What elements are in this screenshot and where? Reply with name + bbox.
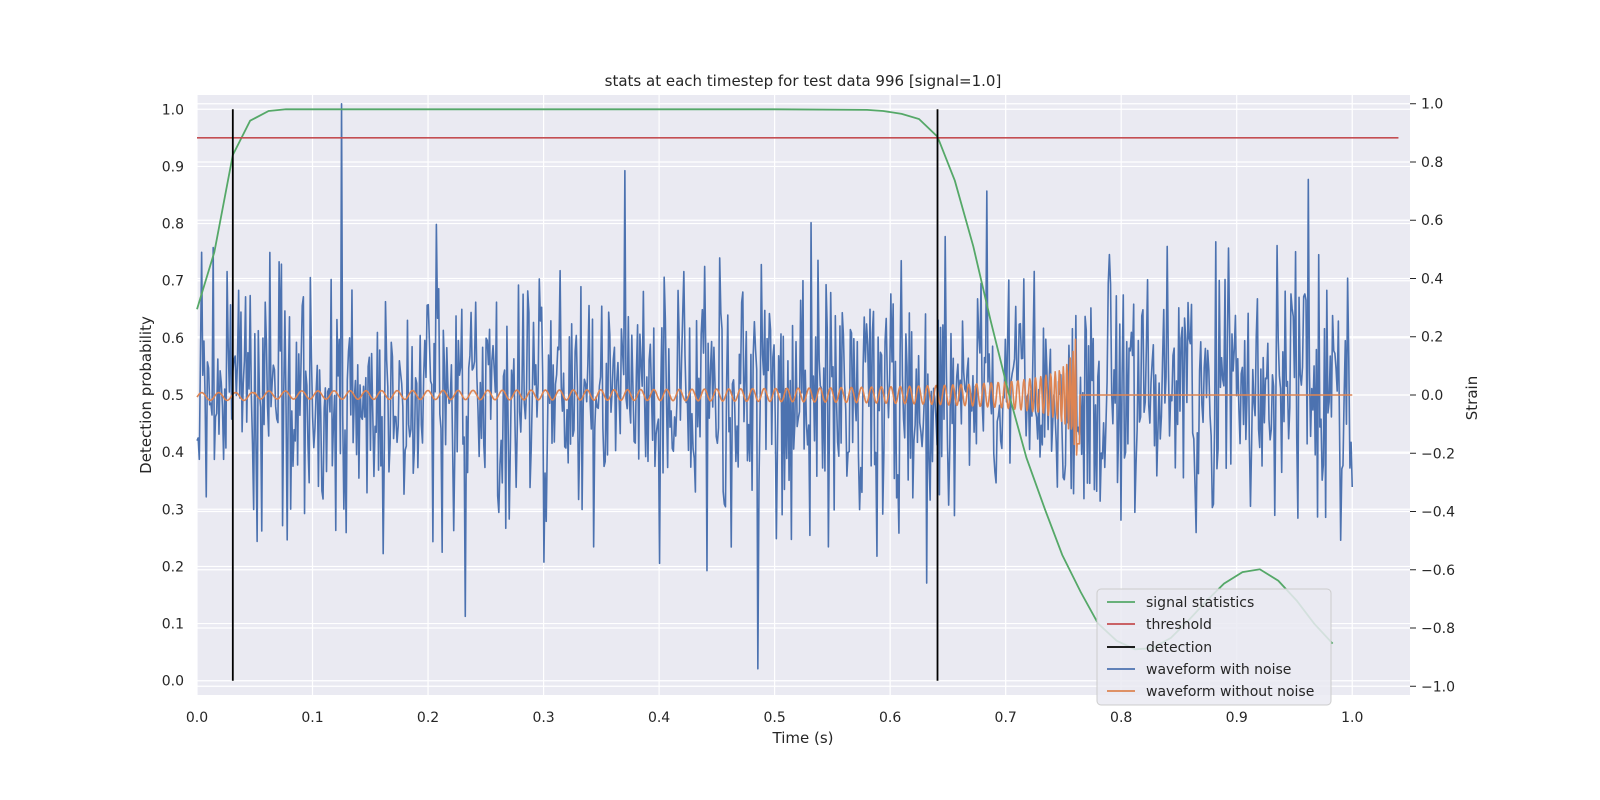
legend-label: signal statistics	[1146, 595, 1254, 611]
y-tick-label: 0.7	[162, 274, 184, 290]
y-tick-label: 0.2	[162, 559, 184, 575]
legend-item-threshold: threshold	[1107, 617, 1212, 633]
y2-tick-label: −0.6	[1421, 563, 1455, 579]
y-tick-label: 0.1	[162, 617, 184, 633]
y-ticks: 0.0 0.1 0.2 0.3 0.4 0.5 0.6 0.7 0.8 0.9 1.0	[162, 102, 184, 689]
x-tick-label: 0.6	[879, 710, 901, 726]
y2-ticks: −1.0 −0.8 −0.6 −0.4 −0.2 0.0 0.2 0.4 0.6 0.8 1.0	[1410, 97, 1455, 695]
y2-axis-label: Strain	[1463, 376, 1481, 420]
y-tick-label: 0.4	[162, 445, 184, 461]
x-tick-label: 0.1	[301, 710, 323, 726]
legend-item-detection: detection	[1107, 640, 1212, 656]
series-waveform-with-noise	[196, 102, 1354, 670]
legend-item-waveform-with-noise: waveform with noise	[1107, 662, 1291, 678]
series-waveform-without-noise	[196, 338, 1353, 456]
x-ticks: 0.0 0.1 0.2 0.3 0.4 0.5 0.6 0.7 0.8 0.9 1.0	[186, 710, 1364, 726]
chart-title: stats at each timestep for test data 996…	[605, 72, 1002, 90]
series-signal-statistics	[196, 108, 1334, 651]
y2-tick-label: 0.8	[1421, 155, 1443, 171]
x-tick-label: 0.4	[648, 710, 670, 726]
x-axis-label: Time (s)	[772, 729, 834, 747]
y2-tick-label: 1.0	[1421, 97, 1443, 113]
legend: signal statistics threshold detection wa…	[1096, 588, 1332, 706]
x-tick-label: 0.8	[1110, 710, 1132, 726]
x-tick-label: 0.5	[763, 710, 785, 726]
legend-box	[1096, 588, 1332, 706]
x-tick-label: 1.0	[1341, 710, 1363, 726]
y-tick-label: 0.5	[162, 388, 184, 404]
y2-tick-label: −0.2	[1421, 446, 1455, 462]
legend-item-waveform-without-noise: waveform without noise	[1107, 684, 1314, 700]
y-tick-label: 0.3	[162, 502, 184, 518]
y-tick-label: 1.0	[162, 102, 184, 118]
legend-label: detection	[1146, 640, 1212, 656]
legend-label: waveform without noise	[1146, 684, 1314, 700]
y2-tick-label: 0.4	[1421, 271, 1443, 287]
y2-tick-label: 0.0	[1421, 388, 1443, 404]
y2-tick-label: −0.4	[1421, 505, 1455, 521]
y2-tick-label: −0.8	[1421, 621, 1455, 637]
legend-label: threshold	[1146, 617, 1212, 633]
legend-item-signal-statistics: signal statistics	[1107, 595, 1254, 611]
x-tick-label: 0.3	[532, 710, 554, 726]
y2-tick-label: 0.6	[1421, 213, 1443, 229]
y2-tick-label: 0.2	[1421, 330, 1443, 346]
x-tick-label: 0.9	[1226, 710, 1248, 726]
y-axis-label: Detection probability	[137, 316, 155, 474]
legend-label: waveform with noise	[1146, 662, 1291, 678]
y-tick-label: 0.8	[162, 217, 184, 233]
y-tick-label: 0.9	[162, 159, 184, 175]
x-tick-label: 0.0	[186, 710, 208, 726]
y2-tick-label: −1.0	[1421, 679, 1455, 695]
plot-series	[196, 102, 1399, 681]
x-tick-label: 0.2	[417, 710, 439, 726]
x-tick-label: 0.7	[995, 710, 1017, 726]
y-tick-label: 0.0	[162, 674, 184, 690]
y-tick-label: 0.6	[162, 331, 184, 347]
